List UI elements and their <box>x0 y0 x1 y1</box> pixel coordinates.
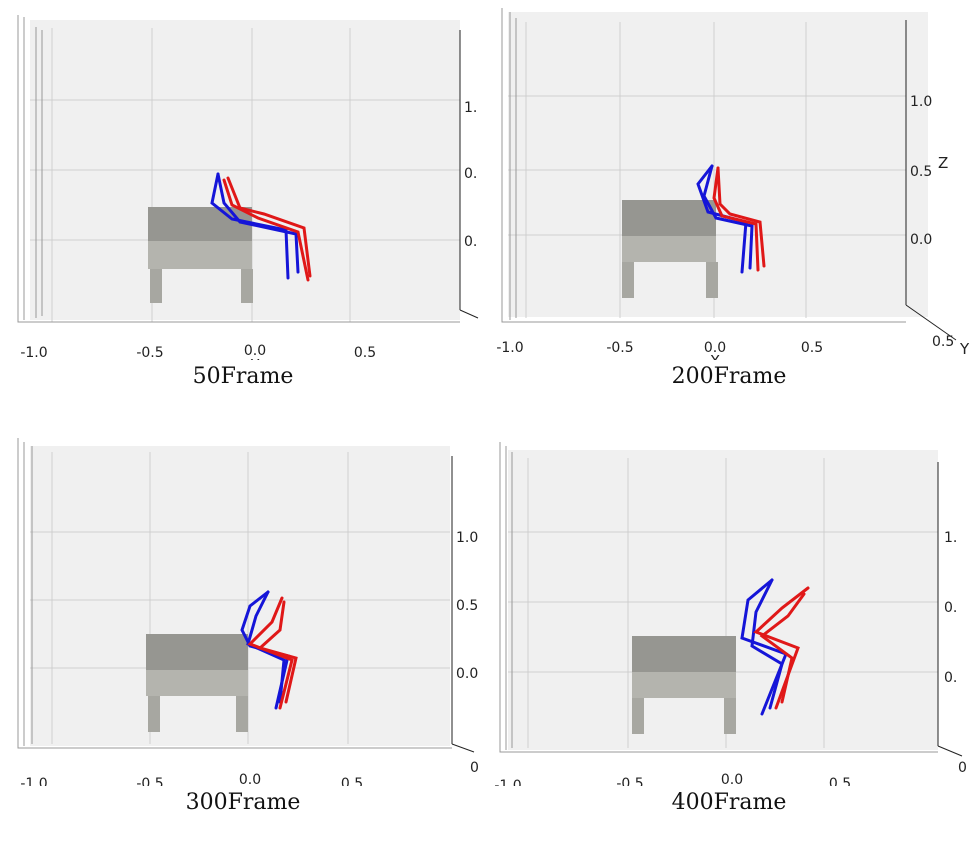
xtick-label: -0.5 <box>606 340 633 356</box>
panel-300frame: -1.0 -0.5 0.0 0.5 X 1.0 0.5 0.0 0 300Fra… <box>0 426 486 852</box>
xtick-label: 0.0 <box>239 772 261 786</box>
ztick-label: 0.5 <box>456 598 478 614</box>
plot-400frame: -1.0 -0.5 0.0 0.5 X 1. 0. 0. 0 <box>494 442 967 786</box>
xtick-label: 0.5 <box>354 345 376 360</box>
panel-caption: 200Frame <box>671 364 787 389</box>
ztick-label: 1.0 <box>456 530 478 546</box>
ztick-label: 0. <box>944 670 957 686</box>
xaxis-label: X <box>245 784 255 786</box>
ztick-label: 0. <box>464 166 477 182</box>
zaxis-label: Z <box>938 154 948 172</box>
axis-frame <box>17 15 460 323</box>
chair <box>146 634 248 732</box>
ztick-label: 0.5 <box>910 164 932 180</box>
yaxis-label: Y <box>959 340 970 358</box>
xtick-label: 0.0 <box>704 340 726 356</box>
xtick-label: -0.5 <box>136 776 163 786</box>
xtick-label: 0.0 <box>721 772 743 786</box>
panel-50frame: -1.0 -0.5 0.0 0.5 X 1. 0. 0. 50Frame <box>0 0 486 426</box>
chair <box>622 200 718 298</box>
ztick-label: 0. <box>944 600 957 616</box>
ytick-label: 0 <box>958 760 967 776</box>
ztick-label: 1.0 <box>910 94 932 110</box>
chair <box>148 207 253 303</box>
panel-caption: 50Frame <box>192 364 294 389</box>
xtick-label: -1.0 <box>20 776 47 786</box>
ztick-label: 0. <box>464 234 477 250</box>
xaxis-label: X <box>727 784 737 786</box>
xtick-label: 0.5 <box>801 340 823 356</box>
xaxis-label: X <box>710 352 720 360</box>
ztick-label: 0.0 <box>910 232 932 248</box>
skeleton-red <box>222 178 310 282</box>
skeleton-blue <box>210 172 290 280</box>
pane-back <box>508 450 938 750</box>
xtick-label: 0.5 <box>341 776 363 786</box>
ztick-label: 0.0 <box>456 666 478 682</box>
chair <box>632 636 736 734</box>
panel-caption: 300Frame <box>185 790 301 815</box>
xaxis-label: X <box>250 356 260 360</box>
xtick-label: -0.5 <box>136 345 163 360</box>
plot-50frame: -1.0 -0.5 0.0 0.5 X 1. 0. 0. <box>17 15 479 360</box>
xtick-label: 0.5 <box>829 776 851 786</box>
panel-400frame: -1.0 -0.5 0.0 0.5 X 1. 0. 0. 0 400Frame <box>486 426 972 852</box>
plot-300frame: -1.0 -0.5 0.0 0.5 X 1.0 0.5 0.0 0 <box>17 438 479 786</box>
ytick-label: 0.5 <box>932 334 954 350</box>
panel-200frame: -1.0 -0.5 0.0 0.5 X 1.0 0.5 0.0 Z 0.5 Y … <box>486 0 972 426</box>
panel-caption: 400Frame <box>671 790 787 815</box>
xtick-label: -1.0 <box>496 340 523 356</box>
ztick-label: 1. <box>464 100 477 116</box>
xtick-label: -1.0 <box>20 345 47 360</box>
plot-200frame: -1.0 -0.5 0.0 0.5 X 1.0 0.5 0.0 Z 0.5 Y <box>496 8 970 360</box>
xtick-label: -1.0 <box>494 778 521 786</box>
ytick-label: 0 <box>470 760 479 776</box>
ztick-label: 1. <box>944 530 957 546</box>
xtick-label: -0.5 <box>616 776 643 786</box>
xtick-label: 0.0 <box>244 343 266 359</box>
